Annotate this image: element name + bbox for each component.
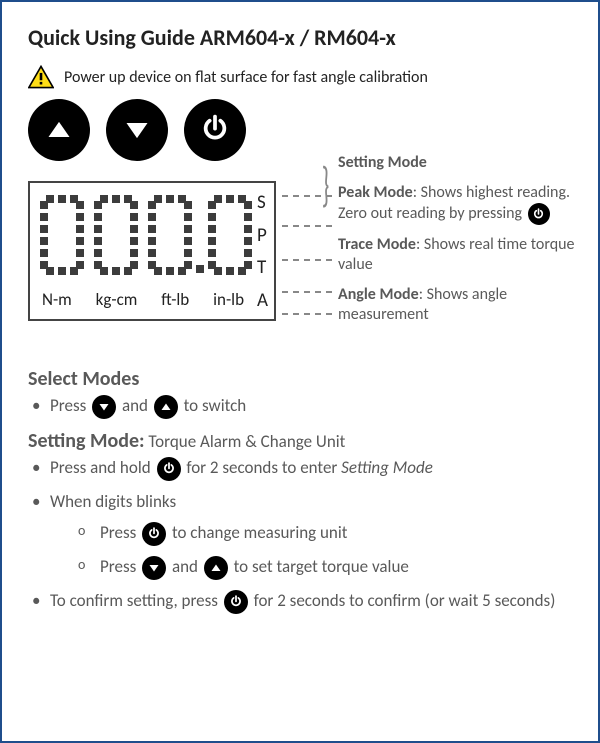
power-button	[184, 99, 246, 161]
setting-sub-target: Press and to set target torque value	[78, 556, 572, 580]
text: Press	[50, 395, 90, 416]
select-modes-list: Press and to switch	[28, 395, 572, 419]
brace-icon: }	[322, 171, 330, 200]
arrow-down-icon	[123, 116, 151, 144]
leader-line	[282, 291, 332, 293]
arrow-up-icon	[45, 116, 73, 144]
warning-icon	[28, 65, 54, 89]
lcd-display: N-m kg-cm ft-lb in-lb S P T A	[28, 181, 276, 321]
digit-0-d	[208, 195, 252, 275]
power-icon-inline	[142, 522, 166, 546]
callout-setting: Setting Mode	[338, 153, 578, 173]
up-button	[28, 99, 90, 161]
power-icon-inline	[157, 457, 181, 481]
leader-line	[282, 313, 332, 315]
setting-sub-unit: Press to change measuring unit	[78, 522, 572, 546]
indicator-t: T	[257, 254, 268, 283]
text: for 2 seconds to confirm (or wait 5 seco…	[254, 590, 556, 611]
text: Setting Mode	[341, 457, 433, 478]
callout-trace: Trace Mode: Shows real time torque value	[338, 235, 578, 275]
callouts: Setting Mode Peak Mode: Shows highest re…	[338, 153, 578, 335]
unit-inlb: in-lb	[213, 289, 244, 310]
text: to switch	[184, 395, 247, 416]
callout-peak: Peak Mode: Shows highest reading. Zero o…	[338, 183, 578, 225]
text: Press and hold	[50, 457, 155, 478]
text: and	[122, 395, 152, 416]
up-icon-inline	[154, 395, 178, 419]
setting-item-blinks: When digits blinks Press to change measu…	[32, 491, 572, 580]
down-icon-inline	[142, 556, 166, 580]
down-button	[106, 99, 168, 161]
setting-mode-heading: Setting Mode: Torque Alarm & Change Unit	[28, 429, 572, 453]
leader-line	[282, 225, 332, 227]
power-icon-inline	[528, 203, 550, 225]
warning-text: Power up device on flat surface for fast…	[64, 68, 428, 87]
digit-0-a	[40, 195, 84, 275]
indicator-a: A	[257, 287, 268, 316]
power-icon-inline	[224, 590, 248, 614]
page-container: Quick Using Guide ARM604-x / RM604-x Pow…	[0, 0, 600, 743]
digit-0-b	[94, 195, 138, 275]
callout-setting-label: Setting Mode	[338, 153, 427, 172]
heading-label: Setting Mode:	[28, 429, 145, 453]
text: Press	[100, 556, 140, 577]
power-icon	[199, 114, 231, 146]
callout-trace-label: Trace Mode	[338, 235, 416, 254]
down-icon-inline	[92, 395, 116, 419]
indicator-s: S	[257, 189, 268, 218]
setting-item-confirm: To confirm setting, press for 2 seconds …	[32, 590, 572, 614]
unit-ftlb: ft-lb	[161, 289, 189, 310]
text: When digits blinks	[50, 491, 176, 512]
diagram-area: N-m kg-cm ft-lb in-lb S P T A } Setting …	[28, 99, 572, 359]
setting-sublist: Press to change measuring unit Press and	[50, 522, 572, 580]
text: and	[172, 556, 202, 577]
indicator-p: P	[257, 222, 268, 251]
text: to change measuring unit	[172, 522, 348, 543]
unit-nm: N-m	[42, 289, 72, 310]
lcd-units: N-m kg-cm ft-lb in-lb	[40, 289, 246, 310]
callout-angle: Angle Mode: Shows angle measurement	[338, 285, 578, 325]
leader-line	[282, 259, 332, 261]
up-icon-inline	[204, 556, 228, 580]
text: Press	[100, 522, 140, 543]
callout-angle-label: Angle Mode	[338, 285, 419, 304]
page-title: Quick Using Guide ARM604-x / RM604-x	[28, 24, 572, 51]
lcd-indicators: S P T A	[257, 189, 268, 315]
text: to set target torque value	[234, 556, 409, 577]
warning-row: Power up device on flat surface for fast…	[28, 65, 572, 89]
unit-kgcm: kg-cm	[96, 289, 138, 310]
text: To confirm setting, press	[50, 590, 222, 611]
button-row	[28, 99, 572, 161]
select-modes-heading: Select Modes	[28, 367, 572, 391]
callout-peak-label: Peak Mode	[338, 183, 413, 202]
setting-mode-list: Press and hold for 2 seconds to enter Se…	[28, 457, 572, 614]
select-modes-item: Press and to switch	[32, 395, 572, 419]
heading-sub: Torque Alarm & Change Unit	[145, 431, 346, 452]
text: for 2 seconds to enter	[186, 457, 341, 478]
lcd-digits	[40, 191, 264, 275]
decimal-dot	[196, 265, 204, 273]
setting-item-enter: Press and hold for 2 seconds to enter Se…	[32, 457, 572, 481]
digit-0-c	[148, 195, 192, 275]
